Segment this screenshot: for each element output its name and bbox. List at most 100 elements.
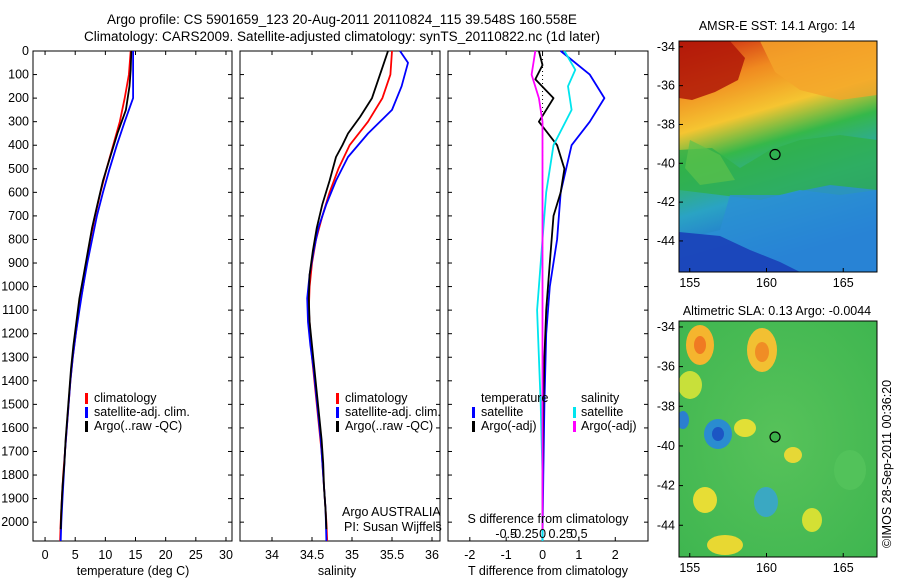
salinity-diff-tick-label: 0 [539, 527, 546, 541]
salinity-difference-scale: -0.5-0.25 0 0.250.5 [495, 527, 587, 541]
x-tick-label: 35 [345, 548, 359, 562]
salinity-panel: 34 34.5 35 35.5 36 salinity climatology sate… [239, 50, 442, 578]
longitude-tick-label: 165 [833, 561, 854, 575]
difference-axes-frame [447, 50, 649, 542]
x-tick-label: 10 [98, 548, 112, 562]
sst-field [679, 41, 877, 272]
latitude-tick-label: -38 [657, 117, 675, 131]
longitude-tick-label: 155 [679, 276, 700, 290]
latitude-tick-label: -34 [657, 320, 675, 334]
depth-tick-label: 300 [8, 115, 29, 129]
sla-map-title: Altimetric SLA: 0.13 Argo: -0.0044 [683, 304, 871, 318]
sla-map-panel: Altimetric SLA: 0.13 Argo: -0.0044 155 16… [657, 304, 878, 575]
temperature-axes-frame [32, 50, 233, 542]
latitude-tick-label: -44 [657, 234, 675, 248]
legend-swatch-climatology [336, 393, 339, 404]
argo-location-marker [769, 148, 781, 161]
latitude-tick-label: -42 [657, 195, 675, 209]
x-tick-label: 34.5 [300, 548, 324, 562]
x-tick-label: 2 [612, 548, 619, 562]
salinity-x-axis: 34 34.5 35 35.5 36 [265, 51, 439, 562]
temperature-panel: 0100200300400500600700800900100011001200… [1, 44, 648, 578]
longitude-tick-label: 160 [756, 276, 777, 290]
legend-label-t-argo: Argo(-adj) [481, 419, 537, 433]
depth-tick-label: 1300 [1, 350, 29, 364]
depth-tick-label: 600 [8, 185, 29, 199]
series-argo-adj [530, 50, 544, 530]
temperature-x-axis: 0 5 10 15 20 25 30 [42, 51, 233, 562]
x-tick-label: 34 [265, 548, 279, 562]
legend-swatch-argo [85, 421, 88, 432]
latitude-tick-label: -36 [657, 79, 675, 93]
float-program-annotation: Argo AUSTRALIA [342, 505, 441, 519]
difference-legend: temperature salinity satellite Argo(-adj… [472, 391, 637, 433]
x-tick-label: -2 [464, 548, 475, 562]
x-tick-label: 5 [72, 548, 79, 562]
legend-swatch-t-argo [472, 421, 475, 432]
legend-label-t-satellite: satellite [481, 405, 523, 419]
x-tick-label: 35.5 [380, 548, 404, 562]
depth-tick-label: 100 [8, 68, 29, 82]
depth-tick-label: 700 [8, 209, 29, 223]
depth-tick-label: 400 [8, 138, 29, 152]
depth-axis: 0 100 200 300 400 500 600 700 800 900 1000 1100 1200… [1, 44, 648, 529]
longitude-tick-label: 165 [833, 276, 854, 290]
x-tick-label: 20 [159, 548, 173, 562]
difference-x-axis: -2 -1 0 1 2 [464, 51, 619, 562]
legend-label-climatology: climatology [345, 391, 408, 405]
x-tick-label: -1 [501, 548, 512, 562]
legend-header-salinity: salinity [581, 391, 620, 405]
longitude-tick-label: 155 [679, 561, 700, 575]
sst-map-panel: AMSR-E SST: 14.1 Argo: 14 155 160 165 -34 -3… [657, 19, 878, 290]
salinity-difference-label: S difference from climatology [468, 512, 630, 526]
latitude-tick-label: -38 [657, 399, 675, 413]
series-satellite-adj-clim [306, 50, 409, 542]
latitude-tick-label: -40 [657, 439, 675, 453]
salinity-diff-tick-label: -0.25 [510, 527, 539, 541]
depth-tick-label: 1500 [1, 397, 29, 411]
x-tick-label: 0 [539, 548, 546, 562]
x-tick-label: 30 [219, 548, 233, 562]
legend-swatch-climatology [85, 393, 88, 404]
series-satellite-adj-clim [59, 51, 135, 542]
latitude-tick-label: -40 [657, 156, 675, 170]
sla-field [679, 321, 877, 557]
sla-map-frame [678, 320, 878, 558]
legend-swatch-satellite [336, 407, 339, 418]
salinity-legend: climatology satellite-adj. clim. Argo(..… [336, 391, 441, 433]
difference-panel: -2 -1 0 1 2 -0.5-0.25 0 0.250.5 S difference f… [447, 50, 649, 578]
legend-swatch-argo [336, 421, 339, 432]
x-tick-label: 15 [129, 548, 143, 562]
figure-title-line2: Climatology: CARS2009. Satellite-adjuste… [84, 29, 600, 44]
salinity-diff-tick-label: -0.5 [495, 527, 517, 541]
series-argo-raw-qc [307, 50, 389, 530]
x-tick-label: 25 [189, 548, 203, 562]
sst-map-axes: 155 160 165 -34 -36 -38 -40 -42 -44 [657, 40, 854, 290]
depth-tick-label: 0 [22, 44, 29, 58]
legend-swatch-satellite [85, 407, 88, 418]
series-argo-adj [534, 50, 566, 530]
depth-tick-label: 200 [8, 91, 29, 105]
legend-swatch-t-satellite [472, 407, 475, 418]
temperature-difference-label: T difference from climatology [468, 564, 629, 578]
salinity-diff-tick-label: 0.25 [549, 527, 573, 541]
depth-tick-label: 1400 [1, 374, 29, 388]
depth-tick-label: 1600 [1, 421, 29, 435]
temperature-x-label: temperature (deg C) [77, 564, 190, 578]
legend-label-climatology: climatology [94, 391, 157, 405]
latitude-tick-label: -44 [657, 518, 675, 532]
depth-tick-label: 1100 [2, 303, 29, 317]
series-argo-raw-qc [59, 50, 133, 530]
legend-label-satellite: satellite-adj. clim. [345, 405, 441, 419]
figure-title-line1: Argo profile: CS 5901659_123 20-Aug-2011… [107, 12, 577, 27]
salinity-diff-tick-label: 0.5 [570, 527, 587, 541]
depth-tick-label: 1200 [1, 327, 29, 341]
latitude-tick-label: -42 [657, 479, 675, 493]
legend-label-s-satellite: satellite [581, 405, 623, 419]
longitude-tick-label: 160 [756, 561, 777, 575]
sst-map-frame [678, 40, 878, 273]
legend-label-argo: Argo(..raw -QC) [94, 419, 182, 433]
depth-tick-label: 800 [8, 232, 29, 246]
latitude-tick-label: -36 [657, 360, 675, 374]
